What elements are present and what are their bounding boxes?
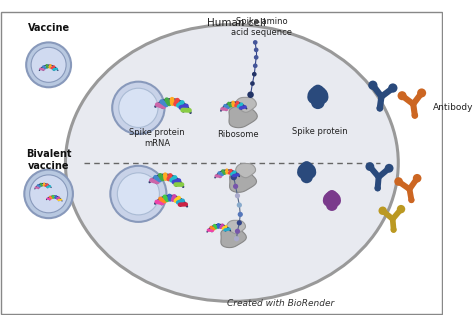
Circle shape: [398, 91, 407, 100]
FancyBboxPatch shape: [1, 11, 442, 315]
Circle shape: [235, 193, 240, 198]
Circle shape: [385, 164, 393, 173]
Circle shape: [388, 83, 398, 93]
Circle shape: [326, 199, 338, 211]
Circle shape: [30, 175, 68, 213]
Text: Spike amino
acid sequence: Spike amino acid sequence: [231, 17, 292, 37]
Text: Bivalent
vaccine: Bivalent vaccine: [26, 149, 72, 170]
Circle shape: [417, 88, 426, 97]
Circle shape: [118, 88, 158, 127]
Polygon shape: [221, 227, 246, 248]
Ellipse shape: [297, 163, 310, 178]
Circle shape: [311, 96, 325, 109]
Circle shape: [411, 112, 418, 119]
Text: Antibody: Antibody: [433, 103, 474, 112]
Circle shape: [110, 166, 166, 222]
Ellipse shape: [65, 25, 398, 301]
Text: Created with BioRender: Created with BioRender: [227, 299, 334, 308]
Circle shape: [391, 227, 397, 233]
Ellipse shape: [323, 192, 335, 206]
Circle shape: [378, 206, 387, 215]
Circle shape: [237, 220, 242, 226]
Text: Vaccine: Vaccine: [27, 23, 70, 33]
Circle shape: [252, 72, 256, 77]
Circle shape: [237, 212, 243, 217]
Circle shape: [235, 229, 240, 234]
Circle shape: [234, 236, 239, 241]
Polygon shape: [229, 170, 256, 192]
Polygon shape: [236, 164, 255, 178]
Circle shape: [376, 105, 383, 111]
Circle shape: [233, 184, 238, 189]
Circle shape: [254, 55, 258, 60]
Circle shape: [413, 174, 421, 183]
Circle shape: [247, 92, 254, 98]
Circle shape: [230, 174, 237, 180]
Ellipse shape: [314, 87, 328, 104]
Circle shape: [394, 177, 403, 186]
Circle shape: [397, 205, 405, 213]
Text: Ribosome: Ribosome: [218, 130, 259, 139]
Circle shape: [24, 170, 73, 218]
Circle shape: [26, 42, 71, 87]
Text: Spike protein
mRNA: Spike protein mRNA: [129, 128, 185, 148]
Circle shape: [237, 202, 242, 208]
Circle shape: [368, 81, 377, 90]
Circle shape: [118, 173, 159, 215]
Circle shape: [31, 47, 66, 82]
Circle shape: [301, 171, 313, 183]
Ellipse shape: [300, 161, 313, 179]
Text: Spike protein: Spike protein: [292, 126, 347, 136]
Ellipse shape: [310, 85, 326, 104]
Circle shape: [112, 82, 164, 134]
Circle shape: [408, 197, 415, 203]
Polygon shape: [229, 105, 257, 128]
Ellipse shape: [307, 87, 322, 104]
Ellipse shape: [303, 163, 316, 178]
Polygon shape: [227, 220, 246, 234]
Circle shape: [253, 40, 257, 45]
Circle shape: [250, 81, 255, 86]
Circle shape: [253, 64, 257, 68]
Ellipse shape: [328, 192, 341, 206]
Ellipse shape: [326, 190, 338, 207]
Circle shape: [374, 185, 381, 191]
Circle shape: [365, 162, 374, 171]
Circle shape: [254, 48, 258, 52]
Text: Human cell: Human cell: [207, 18, 266, 28]
Polygon shape: [236, 97, 256, 112]
